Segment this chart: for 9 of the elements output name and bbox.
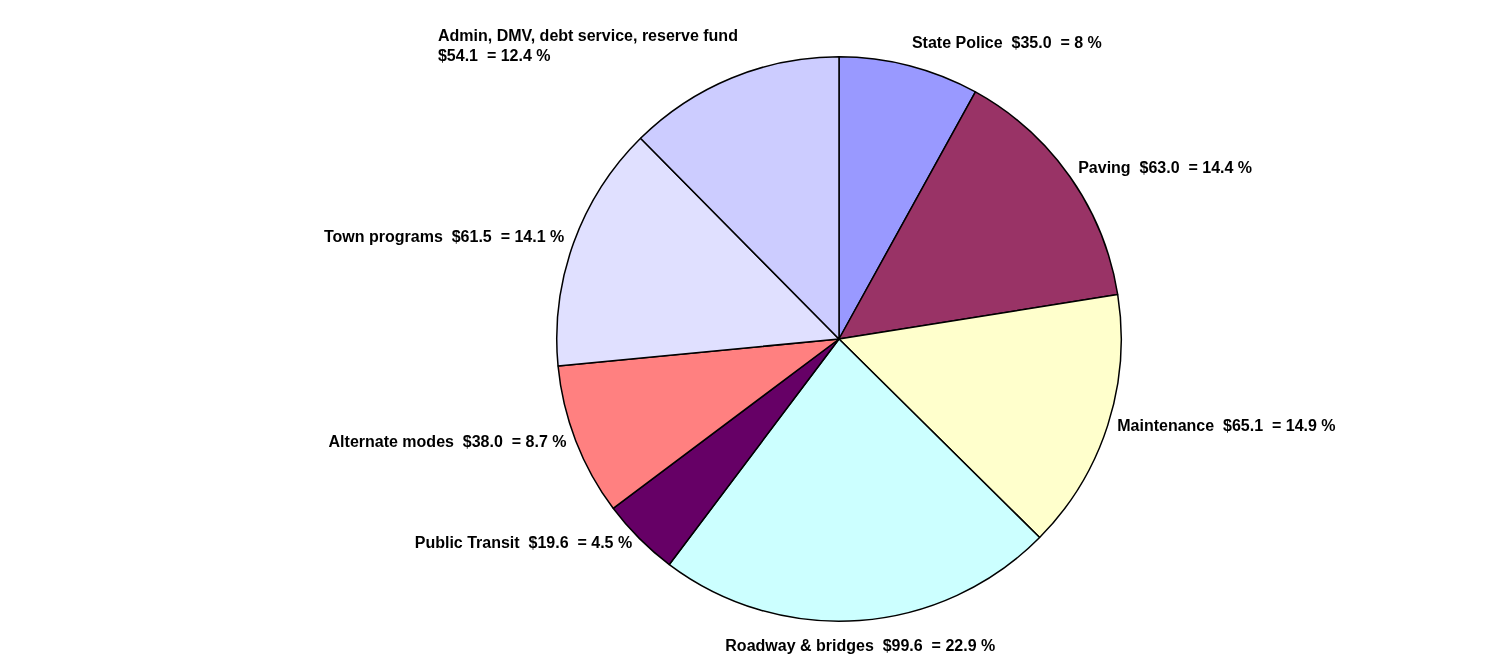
slice-label: Maintenance $65.1 = 14.9 % <box>1117 416 1336 434</box>
slice-label: State Police $35.0 = 8 % <box>911 34 1102 52</box>
slice-label: Alternate modes $38.0 = 8.7 % <box>328 432 567 450</box>
slice-label: Roadway & bridges $99.6 = 22.9 % <box>725 636 996 654</box>
slice-label: Admin, DMV, debt service, reserve fund <box>437 27 738 45</box>
data-label: $54.1 = 12.4 % <box>437 47 551 65</box>
slice-label: Paving $63.0 = 14.4 % <box>1078 159 1253 177</box>
slice-label: Town programs $61.5 = 14.1 % <box>323 227 565 245</box>
slice-label: Public Transit $19.6 = 4.5 % <box>414 533 633 551</box>
